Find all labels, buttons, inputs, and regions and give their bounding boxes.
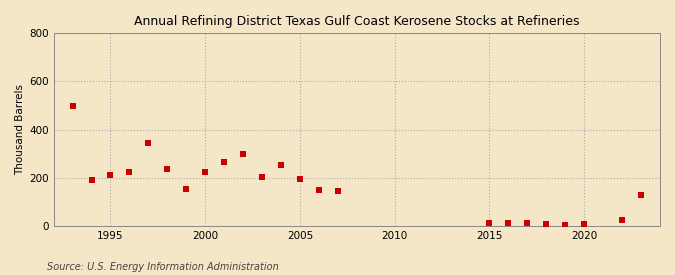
Point	[578, 222, 589, 226]
Point	[275, 162, 286, 167]
Point	[68, 103, 78, 108]
Title: Annual Refining District Texas Gulf Coast Kerosene Stocks at Refineries: Annual Refining District Texas Gulf Coas…	[134, 15, 580, 28]
Point	[313, 188, 324, 192]
Y-axis label: Thousand Barrels: Thousand Barrels	[15, 84, 25, 175]
Point	[617, 218, 628, 222]
Point	[541, 222, 551, 226]
Point	[256, 174, 267, 179]
Point	[219, 160, 230, 164]
Point	[86, 178, 97, 182]
Point	[636, 192, 647, 197]
Point	[162, 167, 173, 172]
Point	[503, 221, 514, 225]
Point	[294, 177, 305, 181]
Point	[143, 141, 154, 145]
Point	[200, 169, 211, 174]
Point	[560, 222, 570, 227]
Point	[484, 221, 495, 226]
Point	[124, 169, 135, 174]
Text: Source: U.S. Energy Information Administration: Source: U.S. Energy Information Administ…	[47, 262, 279, 271]
Point	[522, 221, 533, 226]
Point	[333, 189, 344, 193]
Point	[181, 186, 192, 191]
Point	[238, 152, 248, 156]
Point	[105, 173, 116, 178]
